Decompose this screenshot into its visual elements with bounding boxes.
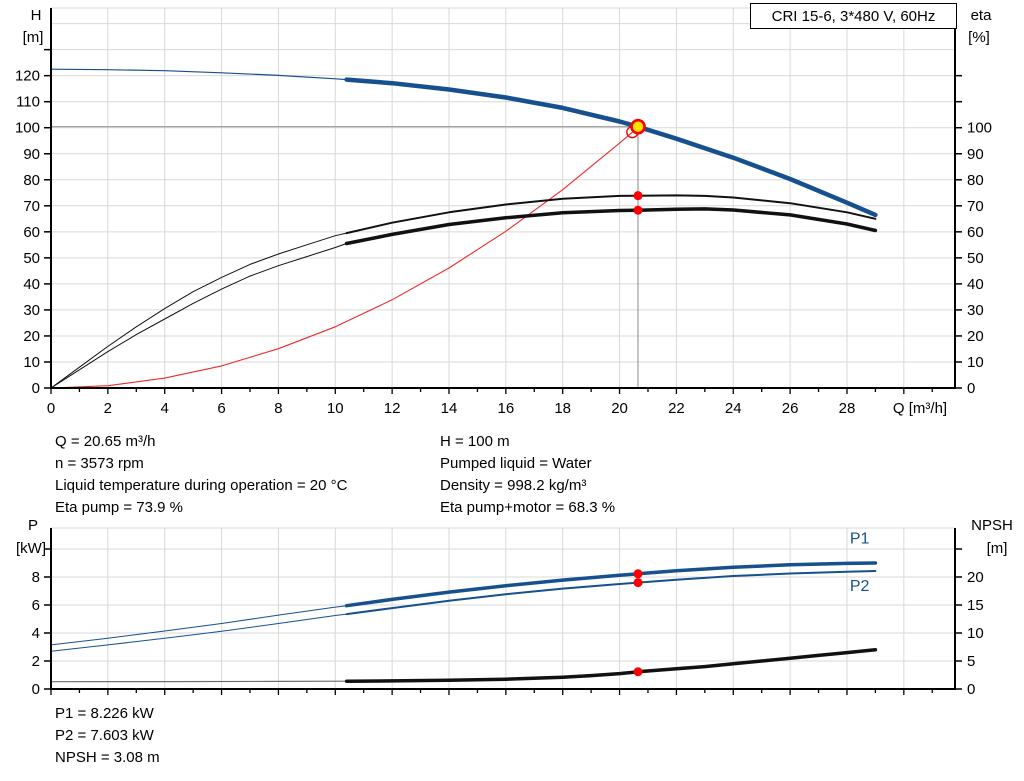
npsh-duty-dot [633,667,643,677]
right-axis-title: [%] [968,29,990,46]
p1-duty-dot [633,569,643,579]
left-axis-tick-label: 120 [15,68,40,85]
eta-pump-duty-dot [633,191,643,201]
duty-annotations-left: Q = 20.65 m³/h n = 3573 rpm Liquid tempe… [55,431,347,519]
right-axis-tick-label: 40 [967,276,984,293]
left-axis-tick-label: 70 [23,198,40,215]
right-axis-tick-label: 80 [967,172,984,189]
left-axis-title: P [28,517,38,534]
left-axis-tick-label: 90 [23,146,40,163]
right-axis-tick-label: 100 [967,120,992,137]
annotation-h: H = 100 m [440,433,510,450]
right-axis-title: eta [971,7,993,24]
right-axis-tick-label: 30 [967,302,984,319]
x-axis-tick-label: 6 [217,400,225,417]
left-axis-tick-label: 0 [32,681,40,698]
system-curve [50,131,633,389]
p2-curve-label: P2 [850,578,870,595]
right-axis-tick-label: 5 [967,653,975,670]
x-axis-tick-label: 16 [497,400,514,417]
x-axis-tick-label: 14 [441,400,458,417]
eta-pump-motor-curve [344,207,878,246]
x-axis-tick-label: 22 [668,400,685,417]
right-axis-tick-label: 0 [967,681,975,698]
p1-curve-low [50,605,348,646]
pump-title: CRI 15-6, 3*480 V, 60Hz [771,7,936,25]
right-axis-tick-label: 70 [967,198,984,215]
right-axis-tick-label: 15 [967,597,984,614]
x-axis-tick-label: 12 [384,400,401,417]
left-axis-tick-label: 80 [23,172,40,189]
right-axis-tick-label: 20 [967,328,984,345]
duty-point-marker[interactable] [630,118,646,135]
annotation-density: Density = 998.2 kg/m³ [440,477,587,494]
npsh-curve-low [50,680,348,683]
qh-eta-chart: 0102030405060708090100110120010203040506… [15,7,993,417]
x-axis-tick-label: 28 [839,400,856,417]
left-axis-tick-label: 10 [23,354,40,371]
annotation-npsh: NPSH = 3.08 m [55,749,160,766]
x-axis-tick-label: 8 [274,400,282,417]
eta-pump-motor-curve-low [50,243,348,389]
right-axis-tick-label: 60 [967,224,984,241]
annotation-eta-pump-motor: Eta pump+motor = 68.3 % [440,499,616,516]
p1-curve [344,561,878,608]
x-axis-tick-label: 20 [611,400,628,417]
left-axis-tick-label: 2 [32,653,40,670]
left-axis-tick-label: 20 [23,328,40,345]
annotation-p2: P2 = 7.603 kW [55,727,154,744]
right-axis-tick-label: 0 [967,380,975,397]
left-axis-tick-label: 60 [23,224,40,241]
x-axis-tick-label: 24 [725,400,742,417]
right-axis-title: NPSH [971,517,1013,534]
left-axis-tick-label: 6 [32,597,40,614]
annotation-q: Q = 20.65 m³/h [55,433,156,450]
power-npsh-chart: 0 2 4 6 8 0 5 10 15 20 P [kW] NPSH [m] P1 P2 [16,517,1013,698]
pump-title-box: CRI 15-6, 3*480 V, 60Hz [750,3,957,29]
left-axis-tick-label: 100 [15,120,40,137]
x-axis-tick-label: 18 [554,400,571,417]
x-axis-title: Q [m³/h] [893,400,947,417]
left-axis-tick-label: 30 [23,302,40,319]
left-axis-tick-label: 0 [32,380,40,397]
right-axis-tick-label: 90 [967,146,984,163]
annotation-liquid-temp: Liquid temperature during operation = 20… [55,477,348,494]
right-axis-tick-label: 50 [967,250,984,267]
right-axis-tick-label: 10 [967,354,984,371]
left-axis-tick-label: 40 [23,276,40,293]
left-axis-title: H [31,7,42,24]
npsh-curve [344,648,878,683]
power-annotations: P1 = 8.226 kW P2 = 7.603 kW NPSH = 3.08 … [55,703,160,769]
annotation-p1: P1 = 8.226 kW [55,705,154,722]
x-axis-tick-label: 4 [161,400,169,417]
duty-annotations-right: H = 100 m Pumped liquid = Water Density … [440,431,615,519]
left-axis-tick-label: 110 [16,94,40,111]
right-axis-tick-label: 20 [967,569,984,586]
x-axis-tick-label: 26 [782,400,799,417]
x-axis-tick-label: 10 [327,400,344,417]
annotation-pumped-liquid: Pumped liquid = Water [440,455,592,472]
left-axis-tick-label: 50 [23,250,40,267]
left-axis-title: [kW] [16,540,46,557]
left-axis-title: [m] [23,29,44,46]
x-axis-tick-label: 2 [104,400,112,417]
right-axis-tick-label: 10 [967,625,984,642]
left-axis-tick-label: 4 [32,625,40,642]
eta-pump-motor-duty-dot [633,205,643,215]
qh-curve-low [50,68,348,81]
right-axis-title: [m] [987,540,1008,557]
p2-curve [345,570,877,616]
annotation-eta-pump: Eta pump = 73.9 % [55,499,183,516]
annotation-rpm: n = 3573 rpm [55,455,144,472]
eta-pump-curve-low [50,232,348,389]
p2-curve-low [50,613,348,652]
left-axis-tick-label: 8 [32,569,40,586]
x-axis-tick-label: 0 [47,400,55,417]
p1-curve-label: P1 [850,530,870,547]
p2-duty-dot [633,578,643,588]
qh-curve [344,77,878,218]
